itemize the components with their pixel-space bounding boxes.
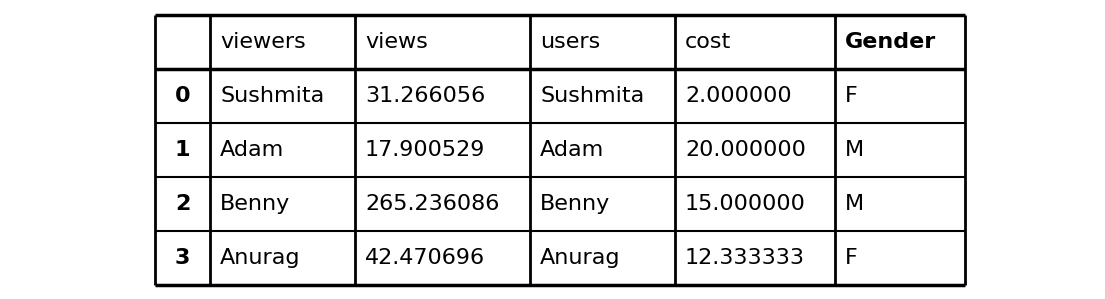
Text: viewers: viewers	[220, 32, 306, 52]
Text: Anurag: Anurag	[220, 248, 301, 268]
Text: Gender: Gender	[845, 32, 936, 52]
Text: F: F	[845, 86, 857, 106]
Text: views: views	[365, 32, 428, 52]
Text: F: F	[845, 248, 857, 268]
Text: 2.000000: 2.000000	[685, 86, 791, 106]
Text: 17.900529: 17.900529	[365, 140, 485, 160]
Text: 31.266056: 31.266056	[365, 86, 485, 106]
Text: 1: 1	[175, 140, 190, 160]
Text: 42.470696: 42.470696	[365, 248, 485, 268]
Text: 265.236086: 265.236086	[365, 194, 499, 214]
Text: Sushmita: Sushmita	[220, 86, 324, 106]
Text: users: users	[540, 32, 600, 52]
Text: Adam: Adam	[540, 140, 604, 160]
Text: 15.000000: 15.000000	[685, 194, 806, 214]
Text: Sushmita: Sushmita	[540, 86, 644, 106]
Text: Anurag: Anurag	[540, 248, 621, 268]
Text: 12.333333: 12.333333	[685, 248, 806, 268]
Text: M: M	[845, 140, 864, 160]
Text: 3: 3	[175, 248, 190, 268]
Text: 20.000000: 20.000000	[685, 140, 806, 160]
Text: Benny: Benny	[540, 194, 610, 214]
Text: Adam: Adam	[220, 140, 284, 160]
Text: Benny: Benny	[220, 194, 291, 214]
Text: M: M	[845, 194, 864, 214]
Text: 2: 2	[175, 194, 190, 214]
Text: 0: 0	[175, 86, 190, 106]
Text: cost: cost	[685, 32, 732, 52]
